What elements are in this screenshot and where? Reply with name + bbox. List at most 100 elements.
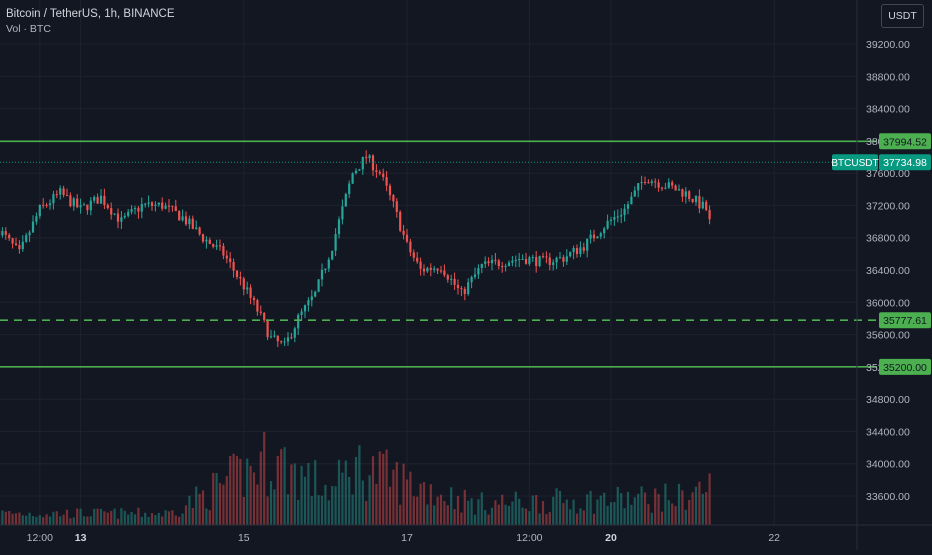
volume-bar bbox=[69, 518, 71, 525]
volume-bar bbox=[464, 490, 466, 525]
candle-body bbox=[219, 245, 221, 246]
candle-body bbox=[566, 256, 568, 261]
volume-bar bbox=[399, 505, 401, 525]
volume-bar bbox=[450, 487, 452, 525]
volume-bar bbox=[403, 464, 405, 525]
candle-body bbox=[559, 257, 561, 258]
candle-body bbox=[447, 275, 449, 279]
volume-bar bbox=[29, 513, 31, 525]
volume-bar bbox=[161, 516, 163, 525]
candle-body bbox=[256, 300, 258, 311]
candle-body bbox=[86, 204, 88, 210]
candle-body bbox=[161, 203, 163, 209]
candle-body bbox=[630, 197, 632, 205]
candle-body bbox=[355, 171, 357, 173]
volume-bar bbox=[494, 500, 496, 525]
volume-bar bbox=[627, 492, 629, 525]
candle-body bbox=[637, 183, 639, 190]
candle-body bbox=[345, 194, 347, 206]
volume-bar bbox=[93, 509, 95, 525]
candle-body bbox=[576, 248, 578, 254]
candle-body bbox=[644, 182, 646, 183]
candle-body bbox=[474, 274, 476, 277]
candle-body bbox=[481, 264, 483, 268]
candle-body bbox=[22, 242, 24, 249]
candle-body bbox=[386, 177, 388, 186]
candle-body bbox=[586, 239, 588, 251]
candle-body bbox=[498, 261, 500, 266]
candle-body bbox=[573, 248, 575, 252]
volume-bar bbox=[511, 502, 513, 525]
candle-body bbox=[437, 269, 439, 271]
volume-bar bbox=[66, 510, 68, 525]
candle-body bbox=[549, 257, 551, 264]
candle-body bbox=[484, 261, 486, 264]
volume-bars bbox=[0, 432, 711, 525]
candle-body bbox=[90, 201, 92, 211]
volume-bar bbox=[192, 508, 194, 525]
volume-bar bbox=[467, 501, 469, 525]
volume-bar bbox=[413, 496, 415, 525]
level-lines bbox=[0, 141, 877, 367]
volume-bar bbox=[692, 492, 694, 525]
volume-bar bbox=[515, 492, 517, 525]
volume-bar bbox=[406, 479, 408, 525]
volume-bar bbox=[63, 515, 65, 525]
currency-button[interactable]: USDT bbox=[881, 4, 924, 28]
volume-bar bbox=[12, 514, 14, 525]
candle-body bbox=[49, 203, 51, 205]
volume-bar bbox=[481, 492, 483, 525]
candle-body bbox=[137, 208, 139, 211]
volume-bar bbox=[688, 500, 690, 525]
time-tick-label: 12:00 bbox=[516, 532, 542, 544]
candle-body bbox=[392, 195, 394, 201]
volume-bar bbox=[369, 475, 371, 525]
candle-body bbox=[440, 271, 442, 272]
volume-bar bbox=[144, 513, 146, 525]
volume-bar bbox=[171, 510, 173, 525]
volume-bar bbox=[437, 497, 439, 525]
candle-body bbox=[641, 182, 643, 183]
candle-body bbox=[426, 268, 428, 272]
candle-body bbox=[151, 202, 153, 206]
candle-body bbox=[304, 305, 306, 311]
candle-body bbox=[542, 256, 544, 257]
candle-body bbox=[501, 266, 503, 267]
volume-bar bbox=[613, 502, 615, 525]
current-price-label: 37734.98 bbox=[883, 157, 927, 169]
candle-body bbox=[202, 234, 204, 241]
candle-body bbox=[675, 186, 677, 191]
candle-body bbox=[532, 257, 534, 258]
candle-body bbox=[505, 266, 507, 267]
price-tick-label: 36800.00 bbox=[866, 233, 910, 245]
candle-body bbox=[562, 257, 564, 262]
candle-body bbox=[467, 282, 469, 294]
volume-bar bbox=[243, 497, 245, 525]
volume-bar bbox=[100, 509, 102, 525]
volume-bar bbox=[352, 494, 354, 525]
candle-body bbox=[56, 194, 58, 195]
volume-bar bbox=[151, 513, 153, 525]
volume-bar bbox=[392, 470, 394, 525]
candle-body bbox=[413, 252, 415, 257]
volume-bar bbox=[124, 511, 126, 525]
candle-body bbox=[131, 209, 133, 212]
candle-body bbox=[518, 259, 520, 260]
level-badge-label: 37994.52 bbox=[883, 136, 927, 148]
volume-bar bbox=[433, 505, 435, 525]
candle-body bbox=[369, 155, 371, 158]
candle-body bbox=[5, 231, 7, 235]
volume-bar bbox=[321, 496, 323, 525]
volume-bar bbox=[273, 489, 275, 525]
volume-bar bbox=[423, 482, 425, 525]
candle-body bbox=[69, 195, 71, 206]
candle-body bbox=[73, 198, 75, 206]
volume-bar bbox=[185, 505, 187, 525]
volume-bar bbox=[165, 510, 167, 525]
price-tick-label: 38400.00 bbox=[866, 104, 910, 116]
volume-bar bbox=[253, 472, 255, 525]
symbol-tag-label: BTCUSDT bbox=[831, 158, 878, 169]
candle-body bbox=[107, 205, 109, 208]
